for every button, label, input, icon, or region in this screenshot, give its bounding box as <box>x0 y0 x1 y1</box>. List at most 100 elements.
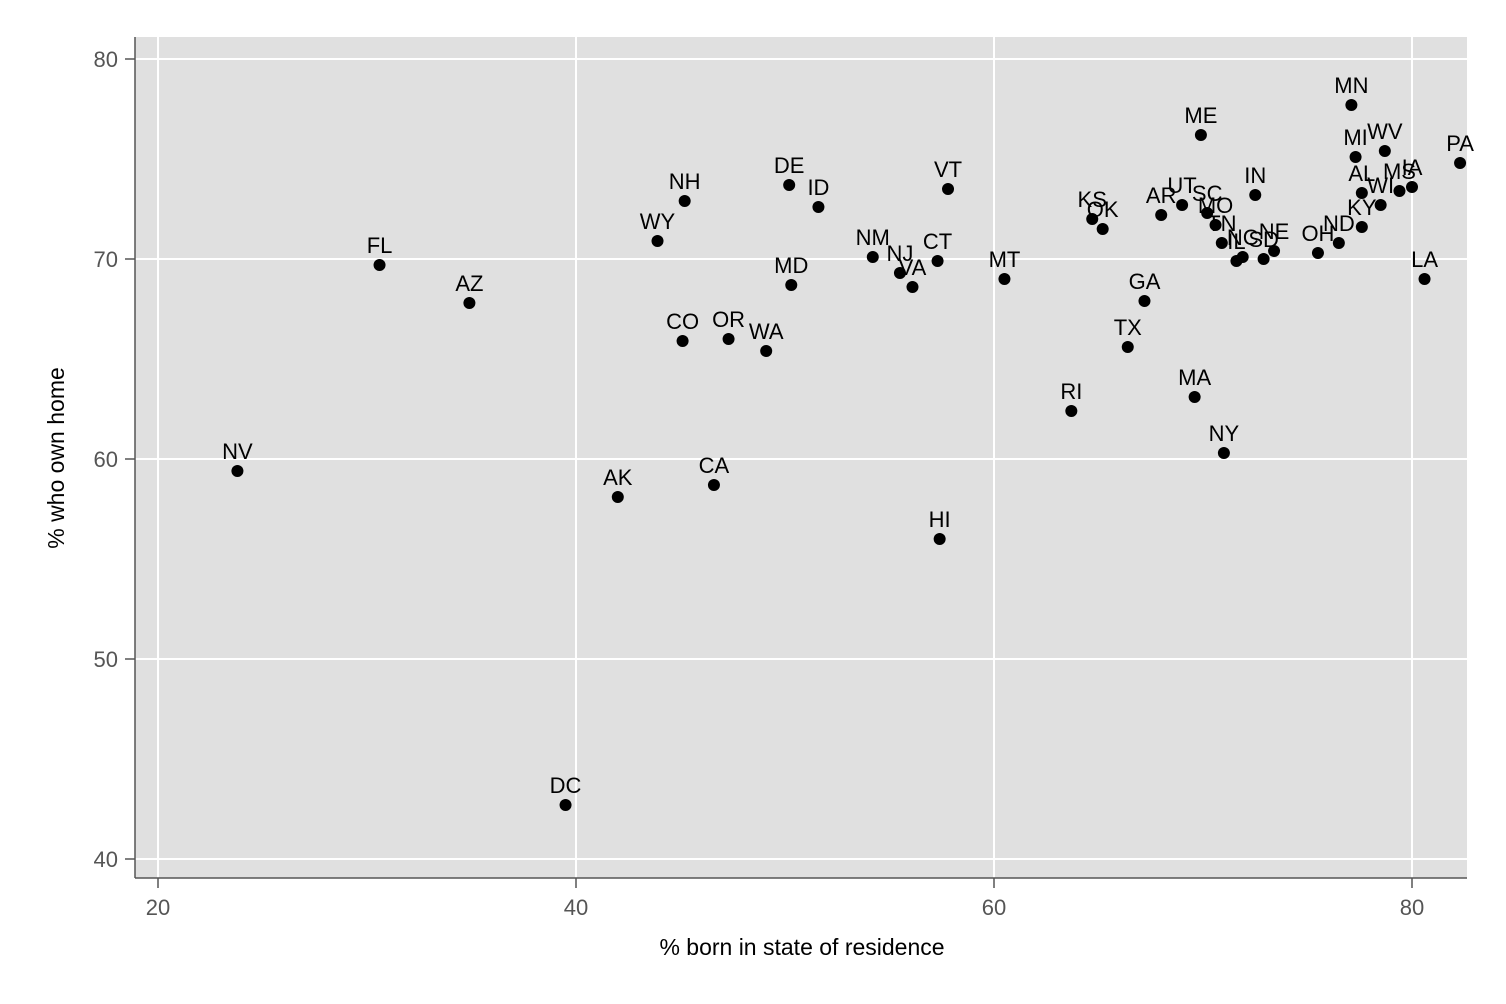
grid-lines <box>135 37 1467 878</box>
point-label-mi: MI <box>1343 125 1367 150</box>
data-point-ne <box>1268 245 1281 257</box>
data-point-ct <box>931 255 944 267</box>
x-tick-label: 40 <box>564 895 588 920</box>
axes: 20 40 60 80 40 50 60 70 80 <box>94 37 1467 920</box>
plot-panel <box>135 37 1467 878</box>
data-point-wy <box>651 235 664 247</box>
data-point-ar <box>1155 209 1168 221</box>
point-label-va: VA <box>899 255 927 280</box>
point-label-mn: MN <box>1334 73 1368 98</box>
data-point-co <box>676 335 689 347</box>
point-label-sd: SD <box>1248 227 1279 252</box>
point-label-ar: AR <box>1146 183 1177 208</box>
data-point-md <box>785 279 798 291</box>
point-label-me: ME <box>1184 103 1217 128</box>
point-label-ms: MS <box>1383 159 1416 184</box>
data-point-ak <box>611 491 624 503</box>
y-tick-label: 50 <box>94 647 118 672</box>
point-label-vt: VT <box>934 157 962 182</box>
data-point-sd <box>1257 253 1270 265</box>
data-point-mo <box>1209 219 1222 231</box>
point-label-nj: NJ <box>887 241 914 266</box>
point-label-al: AL <box>1348 161 1375 186</box>
point-label-ga: GA <box>1129 269 1161 294</box>
point-label-ak: AK <box>603 465 633 490</box>
data-point-pa <box>1454 157 1467 169</box>
data-point-in <box>1249 189 1262 201</box>
point-label-ut: UT <box>1167 173 1196 198</box>
data-point-az <box>463 297 476 309</box>
point-label-pa: PA <box>1446 131 1474 156</box>
data-points <box>231 99 1467 811</box>
y-tick-label: 70 <box>94 247 118 272</box>
x-tick-label: 80 <box>1400 895 1424 920</box>
data-point-id <box>812 201 825 213</box>
data-point-dc <box>559 799 572 811</box>
data-point-ma <box>1188 391 1201 403</box>
data-point-wa <box>760 345 773 357</box>
data-point-mn <box>1345 99 1358 111</box>
data-point-nv <box>231 465 244 477</box>
point-label-wa: WA <box>749 319 784 344</box>
data-point-fl <box>373 259 386 271</box>
point-label-ct: CT <box>923 229 952 254</box>
data-point-mi <box>1349 151 1362 163</box>
data-point-va <box>906 281 919 293</box>
point-label-fl: FL <box>367 233 393 258</box>
point-label-ca: CA <box>699 453 730 478</box>
point-label-hi: HI <box>929 507 951 532</box>
data-point-ks <box>1086 213 1099 225</box>
point-label-mo: MO <box>1198 193 1233 218</box>
point-label-or: OR <box>712 307 745 332</box>
data-point-nm <box>866 251 879 263</box>
data-point-ia <box>1406 181 1418 193</box>
point-label-il: IL <box>1227 229 1245 254</box>
data-point-tn <box>1215 237 1228 249</box>
data-point-wv <box>1378 145 1391 157</box>
point-label-nv: NV <box>222 439 253 464</box>
data-point-nj <box>893 267 906 279</box>
point-label-sc: SC <box>1192 181 1223 206</box>
y-tick-label: 40 <box>94 847 118 872</box>
data-point-al <box>1355 187 1368 199</box>
data-point-nc <box>1236 251 1249 263</box>
point-label-nd: ND <box>1323 211 1355 236</box>
point-label-in: IN <box>1244 163 1266 188</box>
point-label-ma: MA <box>1178 365 1211 390</box>
data-point-sc <box>1201 207 1214 219</box>
data-point-ky <box>1355 221 1368 233</box>
point-label-de: DE <box>774 153 805 178</box>
x-tick-label: 60 <box>982 895 1006 920</box>
data-point-de <box>783 179 796 191</box>
data-point-oh <box>1311 247 1324 259</box>
point-label-tn: TN <box>1207 211 1236 236</box>
point-label-ok: OK <box>1087 197 1119 222</box>
point-label-id: ID <box>807 175 829 200</box>
point-label-ks: KS <box>1078 187 1107 212</box>
data-point-ms <box>1393 185 1406 197</box>
data-point-ok <box>1096 223 1109 235</box>
point-label-wy: WY <box>640 209 676 234</box>
data-point-wi <box>1374 199 1387 211</box>
point-label-la: LA <box>1411 247 1438 272</box>
data-point-ut <box>1176 199 1189 211</box>
point-label-ri: RI <box>1060 379 1082 404</box>
data-point-nd <box>1332 237 1345 249</box>
data-point-ri <box>1065 405 1078 417</box>
point-label-md: MD <box>774 253 808 278</box>
x-axis-title: % born in state of residence <box>659 934 944 960</box>
x-tick-label: 20 <box>146 895 170 920</box>
data-point-hi <box>933 533 946 545</box>
data-point-nh <box>678 195 691 207</box>
point-label-nc: NC <box>1227 225 1259 250</box>
point-label-mt: MT <box>989 247 1021 272</box>
data-point-vt <box>942 183 955 195</box>
point-label-tx: TX <box>1114 315 1142 340</box>
data-point-me <box>1194 129 1207 141</box>
point-label-wi: WI <box>1367 173 1394 198</box>
y-tick-label: 60 <box>94 447 118 472</box>
point-label-az: AZ <box>455 271 483 296</box>
point-label-ne: NE <box>1259 219 1290 244</box>
